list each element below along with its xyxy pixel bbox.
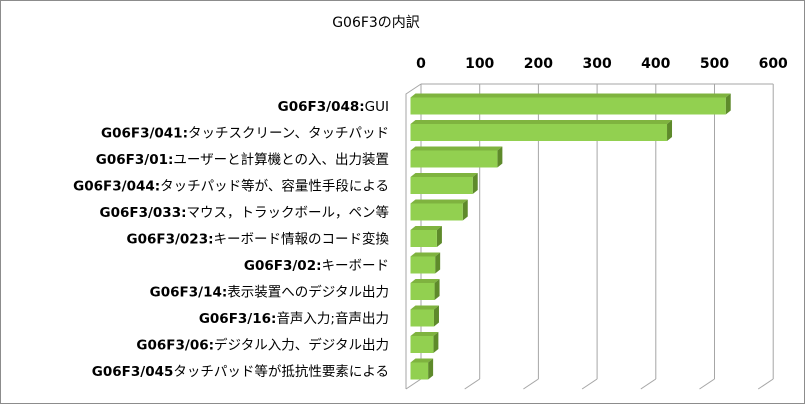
bar-top	[410, 199, 468, 204]
gridline-floor	[757, 378, 774, 390]
bar	[410, 146, 503, 168]
bar-front	[410, 177, 473, 194]
category-label: G06F3/045タッチパッド等が抵抗性要素による	[92, 363, 389, 380]
category-desc: タッチスクリーン、タッチパッド	[188, 126, 389, 142]
category-label: G06F3/033:マウス，トラックボール，ペン等	[100, 204, 390, 221]
bar-front	[410, 309, 434, 327]
category-desc: タッチパッド等が、容量性手段による	[160, 178, 389, 195]
bar-top	[410, 358, 434, 363]
bar-side	[725, 93, 731, 115]
bar-top	[410, 93, 731, 98]
category-desc: 表示装置へのデジタル出力	[227, 284, 389, 301]
tick-label: 600	[759, 56, 788, 72]
category-desc: GUI	[365, 99, 389, 115]
category-desc: キーボード	[322, 258, 390, 274]
tick-label: 300	[582, 56, 611, 72]
category-code: G06F3/16:	[199, 311, 277, 327]
bar-top	[410, 226, 442, 230]
gridline-floor	[581, 378, 598, 390]
category-code: G06F3/06:	[136, 338, 214, 354]
bar-side	[462, 199, 468, 221]
tick-label: 0	[416, 56, 426, 72]
bar-side	[433, 305, 439, 327]
category-desc: ユーザーと計算機との入、出力装置	[173, 152, 389, 168]
bar	[410, 199, 468, 221]
bar-top	[410, 332, 439, 336]
bar-top	[410, 120, 673, 124]
axis-frame	[405, 83, 422, 389]
category-label: G06F3/023:キーボード情報のコード変換	[127, 231, 390, 248]
bar	[410, 120, 673, 141]
category-label: G06F3/06:デジタル入力、デジタル出力	[136, 337, 389, 354]
category-desc: デジタル入力、デジタル出力	[214, 337, 389, 354]
gridline-floor	[699, 378, 715, 390]
category-desc: マウス，トラックボール，ペン等	[187, 204, 390, 221]
bar	[410, 305, 439, 327]
bar	[410, 173, 478, 194]
bar-front	[410, 150, 498, 168]
gridline-floor	[640, 378, 657, 390]
bar	[410, 93, 731, 115]
gridline-floor	[464, 378, 480, 390]
bar	[410, 226, 442, 247]
bar-front	[410, 203, 463, 221]
category-code: G06F3/14:	[150, 285, 228, 301]
bar	[410, 332, 439, 353]
category-label: G06F3/01:ユーザーと計算機との入、出力装置	[96, 152, 389, 168]
category-code: G06F3/023:	[127, 232, 214, 248]
tick-label: 200	[524, 56, 553, 72]
category-code: G06F3/045	[92, 364, 174, 380]
bar-side	[435, 252, 441, 274]
bar	[410, 358, 434, 380]
bar-front	[410, 256, 436, 274]
bar-side	[667, 120, 673, 141]
category-code: G06F3/01:	[96, 152, 174, 168]
chart-title: G06F3の内訳	[332, 15, 420, 31]
tick-label: 400	[641, 56, 670, 72]
bar-side	[497, 146, 503, 168]
bar-front	[410, 336, 434, 353]
category-label: G06F3/16:音声入力;音声出力	[199, 310, 389, 327]
bar-top	[410, 173, 478, 177]
category-label: G06F3/044:タッチパッド等が、容量性手段による	[73, 178, 389, 195]
category-code: G06F3/044:	[73, 179, 160, 195]
bar-front	[410, 283, 435, 300]
gridline-floor	[405, 378, 422, 390]
bar-top	[410, 279, 440, 283]
bar-side	[433, 332, 439, 353]
category-desc: タッチパッド等が抵抗性要素による	[173, 363, 389, 380]
bar-front	[410, 362, 429, 380]
category-label: G06F3/048:GUI	[278, 99, 389, 115]
category-desc: 音声入力;音声出力	[276, 310, 389, 327]
category-code: G06F3/033:	[100, 205, 187, 221]
category-label: G06F3/041:タッチスクリーン、タッチパッド	[101, 126, 389, 142]
category-desc: キーボード情報のコード変換	[214, 231, 390, 248]
bar	[410, 279, 440, 300]
bar-front	[410, 124, 668, 141]
bar-side	[472, 173, 478, 194]
category-code: G06F3/02:	[244, 258, 322, 274]
tick-label: 100	[465, 56, 494, 72]
gridline-floor	[523, 378, 539, 390]
bar-top	[410, 252, 441, 257]
bar-front	[410, 97, 726, 115]
bar-front	[410, 230, 437, 247]
category-label: G06F3/14:表示装置へのデジタル出力	[150, 284, 389, 301]
category-code: G06F3/041:	[101, 126, 188, 142]
bar-side	[436, 226, 442, 247]
bar	[410, 252, 441, 274]
tick-label: 500	[700, 56, 729, 72]
bar-side	[434, 279, 440, 300]
category-label: G06F3/02:キーボード	[244, 258, 389, 274]
bar-side	[428, 358, 434, 380]
bar-top	[410, 305, 439, 310]
bar-top	[410, 146, 503, 151]
category-code: G06F3/048:	[278, 99, 365, 115]
